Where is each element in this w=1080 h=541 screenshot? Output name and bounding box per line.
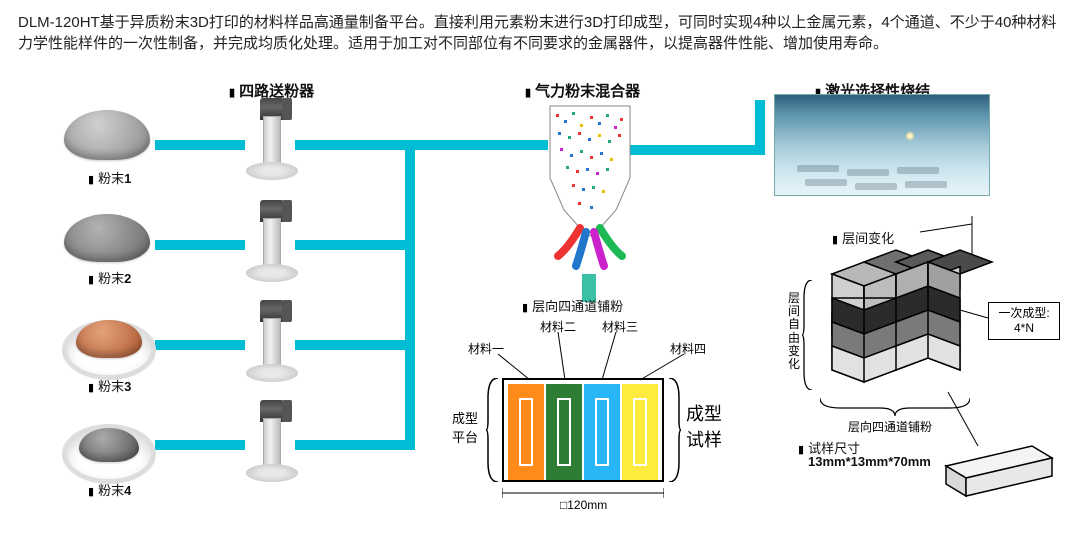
sample-bar-pointer [0,0,1080,541]
